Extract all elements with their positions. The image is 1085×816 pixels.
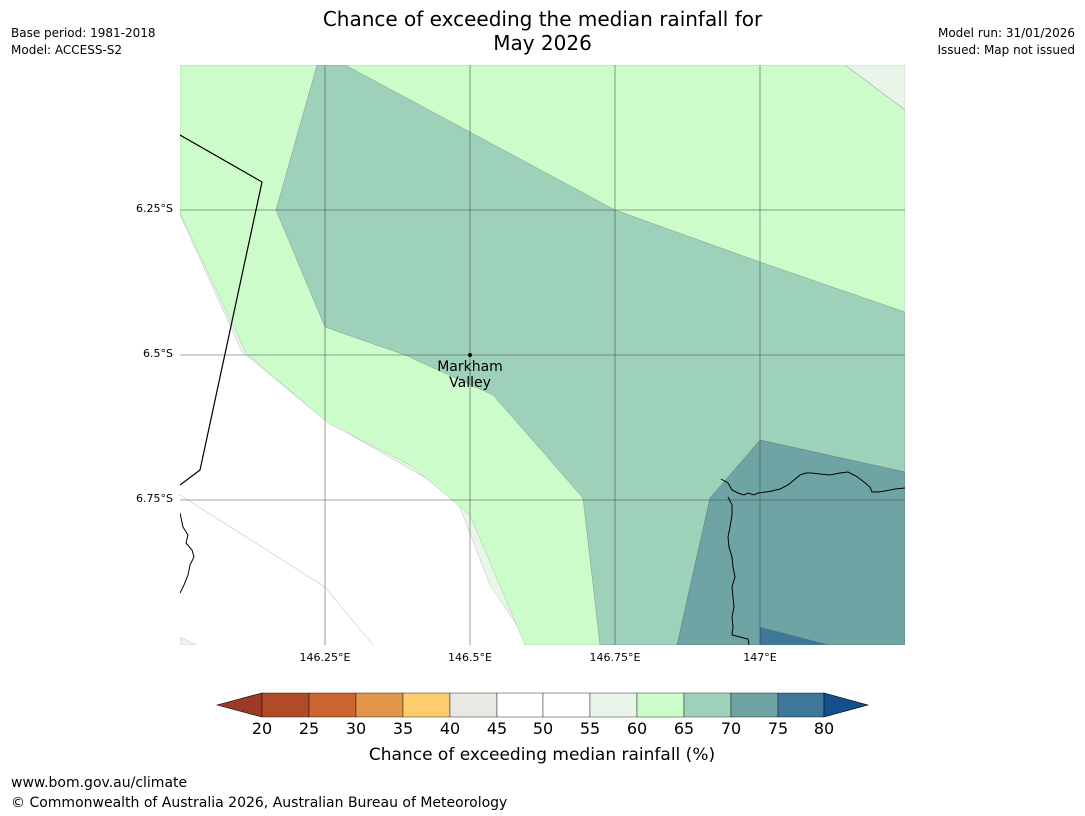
colorbar-swatch-below-20 bbox=[215, 692, 263, 718]
model-name: Model: ACCESS-S2 bbox=[11, 43, 123, 57]
colorbar-tick-20: 20 bbox=[251, 719, 273, 738]
colorbar-tick-40: 40 bbox=[439, 719, 461, 738]
map-title-line2: May 2026 bbox=[493, 31, 592, 55]
colorbar-swatch-20-25 bbox=[261, 692, 310, 718]
lon-label-146-25: 146.25°E bbox=[299, 651, 351, 664]
colorbar-swatch-75-80 bbox=[777, 692, 825, 718]
colorbar-swatch-65-70 bbox=[683, 692, 732, 718]
province-border bbox=[180, 134, 263, 486]
base-period: Base period: 1981-2018 bbox=[11, 26, 156, 40]
colorbar-tick-65: 65 bbox=[673, 719, 695, 738]
issued-status: Issued: Map not issued bbox=[937, 43, 1075, 57]
place-label-markham-valley: Markham Valley bbox=[405, 359, 535, 391]
colorbar-tick-30: 30 bbox=[345, 719, 367, 738]
lat-label-6-5: 6.5°S bbox=[143, 347, 173, 360]
colorbar-svg bbox=[215, 692, 870, 718]
colorbar-swatch-above-80 bbox=[823, 692, 870, 718]
colorbar-swatch-50-55 bbox=[542, 692, 591, 718]
coastline-east bbox=[720, 471, 905, 645]
colorbar-tick-70: 70 bbox=[720, 719, 742, 738]
colorbar-tick-45: 45 bbox=[486, 719, 508, 738]
model-info: Base period: 1981-2018 Model: ACCESS-S2 bbox=[11, 25, 156, 59]
colorbar-swatch-30-35 bbox=[355, 692, 404, 718]
colorbar-swatch-40-45 bbox=[449, 692, 498, 718]
lon-label-147: 147°E bbox=[743, 651, 777, 664]
footer-url[interactable]: www.bom.gov.au/climate bbox=[11, 775, 188, 791]
colorbar-tick-50: 50 bbox=[532, 719, 554, 738]
colorbar-tick-80: 80 bbox=[813, 719, 835, 738]
lat-label-6-25: 6.25°S bbox=[136, 202, 173, 215]
map-title: Chance of exceeding the median rainfall … bbox=[240, 7, 845, 55]
colorbar-swatch-60-65 bbox=[636, 692, 685, 718]
rainfall-map[interactable] bbox=[180, 65, 905, 645]
colorbar-label: Chance of exceeding median rainfall (%) bbox=[368, 745, 716, 765]
map-title-line1: Chance of exceeding the median rainfall … bbox=[322, 7, 763, 31]
zone-sw-corner bbox=[180, 636, 197, 645]
coastline-west bbox=[180, 512, 195, 594]
colorbar-tick-25: 25 bbox=[298, 719, 320, 738]
zone-75-80 bbox=[760, 627, 830, 645]
model-run-date: Model run: 31/01/2026 bbox=[937, 26, 1075, 40]
lat-label-6-75: 6.75°S bbox=[136, 492, 173, 505]
place-label-line2: Valley bbox=[449, 375, 491, 391]
lon-label-146-5: 146.5°E bbox=[448, 651, 492, 664]
markham-valley-marker bbox=[468, 353, 472, 357]
place-label-line1: Markham bbox=[437, 359, 503, 375]
colorbar-tick-60: 60 bbox=[626, 719, 648, 738]
run-info: Model run: 31/01/2026 Issued: Map not is… bbox=[937, 25, 1075, 59]
colorbar-swatch-45-50 bbox=[496, 692, 544, 718]
colorbar-swatch-25-30 bbox=[308, 692, 357, 718]
colorbar-swatch-55-60 bbox=[589, 692, 638, 718]
map-canvas bbox=[180, 65, 905, 645]
colorbar-tick-75: 75 bbox=[767, 719, 789, 738]
footer-copyright: © Commonwealth of Australia 2026, Austra… bbox=[11, 795, 508, 811]
colorbar-tick-35: 35 bbox=[392, 719, 414, 738]
contour-line-northeast bbox=[844, 65, 905, 111]
colorbar-swatch-35-40 bbox=[402, 692, 451, 718]
lon-label-146-75: 146.75°E bbox=[589, 651, 641, 664]
colorbar-tick-55: 55 bbox=[579, 719, 601, 738]
colorbar-swatch-70-75 bbox=[730, 692, 779, 718]
graticule bbox=[180, 65, 905, 645]
colorbar bbox=[215, 692, 870, 724]
